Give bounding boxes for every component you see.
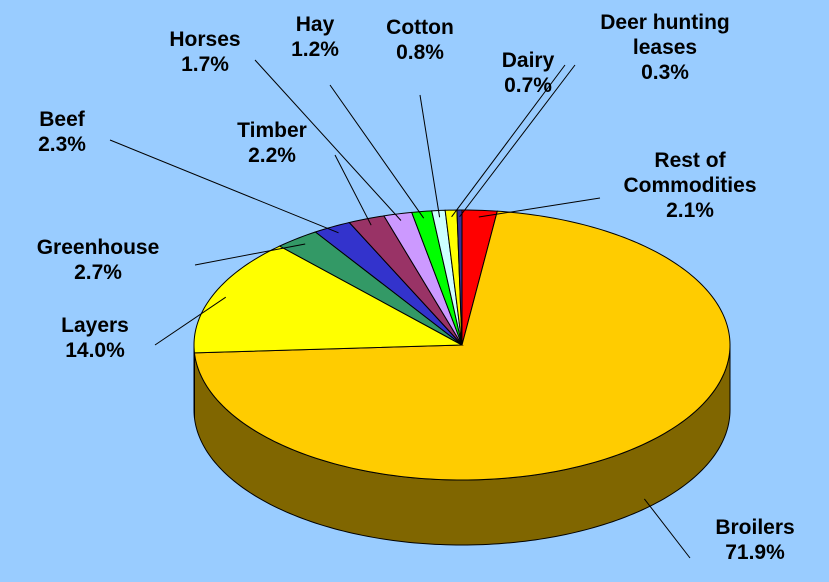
leader-line (643, 498, 691, 559)
pie-slice (278, 231, 463, 346)
leader-line (459, 64, 576, 218)
slice-name: Cotton (386, 16, 454, 39)
slice-value: 0.8% (396, 41, 444, 64)
pie-slice (193, 245, 464, 354)
leader-line (419, 94, 441, 218)
slice-value: 1.2% (291, 38, 339, 61)
slice-name: Rest of Commodities (623, 149, 757, 197)
leader-line (334, 154, 372, 226)
leader-line (109, 139, 339, 234)
slice-label: Rest of Commodities 2.1% (615, 148, 765, 223)
slice-name: Broilers (715, 516, 795, 539)
slice-value: 1.7% (181, 53, 229, 76)
leader-line (194, 243, 306, 266)
slice-value: 71.9% (725, 541, 785, 564)
leader-line (478, 197, 601, 218)
slice-label: Hay 1.2% (215, 12, 415, 62)
slice-label: Deer hunting leases 0.3% (580, 10, 750, 85)
slice-name: Horses (169, 28, 241, 51)
slice-label: Horses 1.7% (105, 27, 305, 77)
slice-label: Timber 2.2% (172, 118, 372, 168)
slice-name: Greenhouse (36, 236, 160, 259)
slice-label: Beef 2.3% (0, 107, 162, 157)
pie-slice (348, 215, 463, 346)
leader-line (451, 64, 566, 218)
slice-value: 0.3% (641, 61, 689, 84)
slice-value: 2.3% (38, 133, 86, 156)
slice-name: Deer hunting leases (600, 11, 730, 59)
slice-label: Greenhouse 2.7% (0, 235, 198, 285)
pie-slice (193, 210, 731, 481)
slice-value: 14.0% (65, 339, 125, 362)
slice-label: Dairy 0.7% (428, 48, 628, 98)
slice-value: 2.1% (666, 199, 714, 222)
slice-label: Cotton 0.8% (320, 15, 520, 65)
slice-value: 2.7% (74, 261, 122, 284)
slice-name: Timber (237, 119, 307, 142)
pie-slice (456, 209, 463, 346)
slice-name: Hay (295, 13, 335, 36)
slice-name: Layers (61, 314, 129, 337)
slice-label: Layers 14.0% (0, 313, 195, 363)
slice-value: 0.7% (504, 74, 552, 97)
pie-slice (314, 221, 463, 346)
slice-name: Beef (39, 108, 85, 131)
leader-line (329, 84, 425, 219)
slice-value: 2.2% (248, 144, 296, 167)
slice-name: Dairy (501, 49, 555, 72)
pie-slice (383, 211, 463, 346)
slice-label: Broilers 71.9% (655, 515, 829, 565)
leader-line (154, 296, 227, 346)
leader-line (254, 59, 402, 221)
